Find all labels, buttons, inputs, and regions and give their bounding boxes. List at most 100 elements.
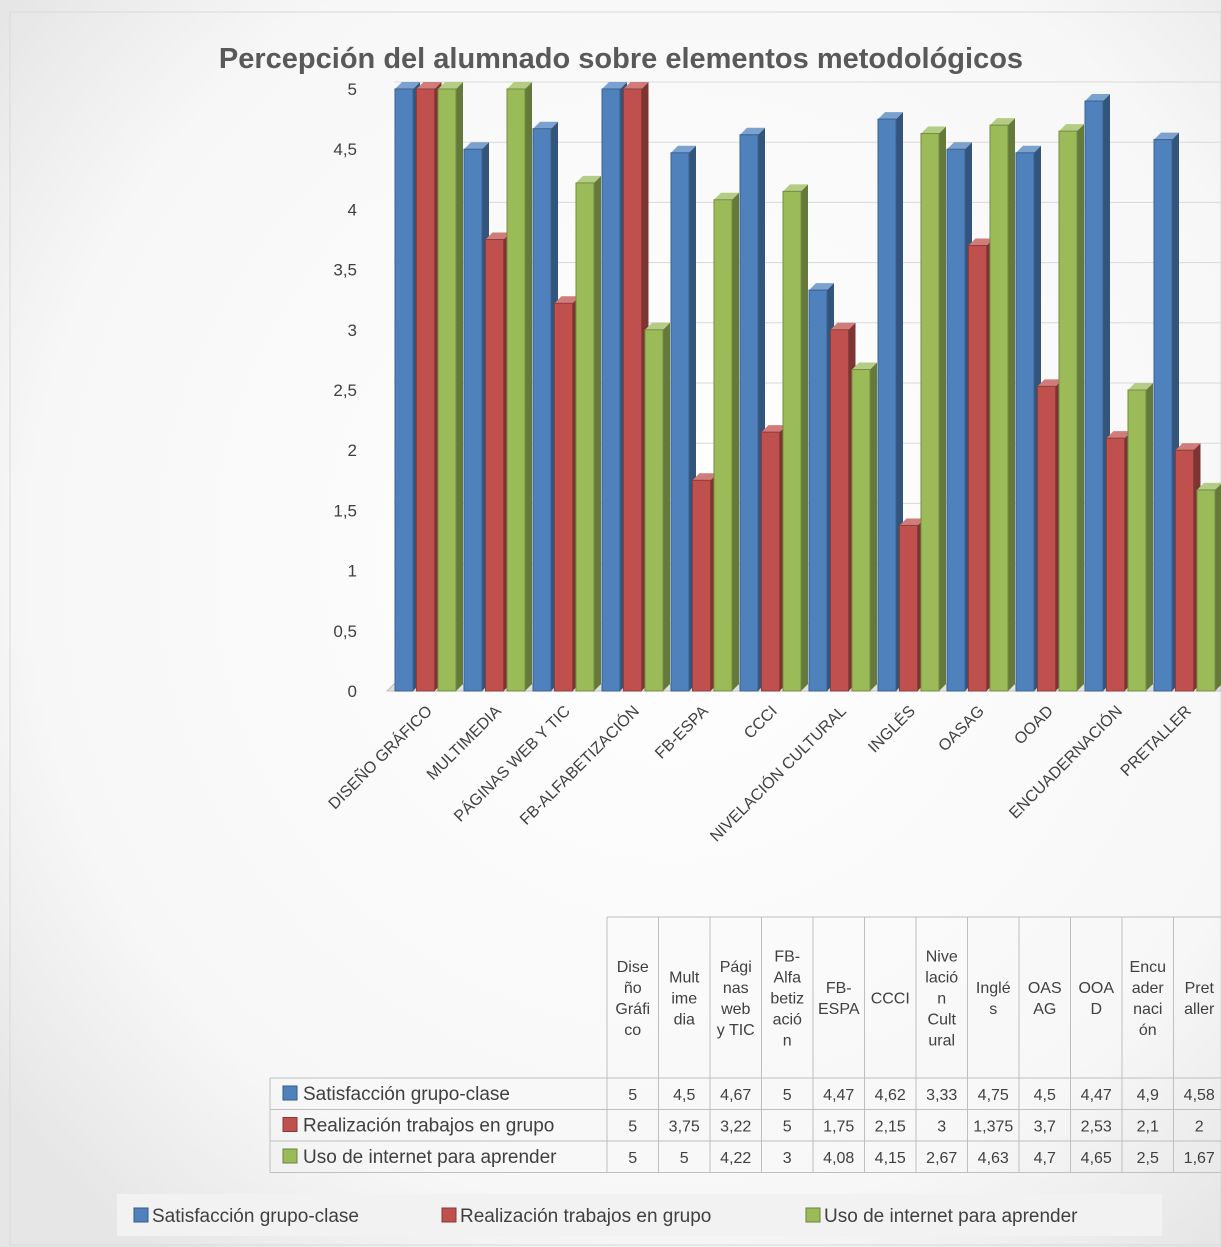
bar-top <box>1197 482 1221 490</box>
bar-front <box>1153 139 1173 692</box>
bar-front <box>713 199 733 692</box>
table-cell: 4,47 <box>1081 1087 1112 1104</box>
legend-box <box>117 1194 1162 1236</box>
bar-top <box>783 184 808 192</box>
bar-front <box>644 329 664 692</box>
bar-front <box>739 134 759 692</box>
chart-border <box>9 11 1221 1246</box>
bar-top <box>990 118 1015 126</box>
table-header-text: Encu <box>1130 959 1166 976</box>
bar-top <box>485 232 511 240</box>
table-header-text: n <box>937 991 946 1008</box>
bar-side <box>525 82 532 691</box>
bar-side <box>939 126 946 692</box>
y-tick-label: 0 <box>348 682 357 701</box>
bar <box>532 121 558 692</box>
bar-top <box>507 82 532 89</box>
bar <box>506 82 532 692</box>
bar-front <box>1175 449 1194 692</box>
table-cell: 5 <box>680 1150 689 1167</box>
bar <box>920 126 946 692</box>
bar-front <box>851 369 871 692</box>
bar-top <box>852 362 877 370</box>
table-header-text: ESPA <box>818 1001 860 1018</box>
y-tick-label: 1 <box>348 562 357 581</box>
table-row-label: Realización trabajos en grupo <box>303 1116 554 1137</box>
table-cell: 4,65 <box>1081 1150 1112 1167</box>
table-row-swatch <box>282 1117 298 1132</box>
data-table: Dise ño Gráfi co Mult ime dia Pági nas web y TIC FB… <box>269 916 1221 1173</box>
table-cell: 3 <box>783 1150 792 1167</box>
bar <box>670 145 696 692</box>
table-header-text: AG <box>1033 1001 1056 1018</box>
table-header-text: Pági <box>720 959 752 976</box>
table-header-text: ació <box>773 1012 802 1029</box>
table-header-text: FB- <box>826 980 852 997</box>
table-header-text: ural <box>928 1033 955 1050</box>
table-cell: 1,375 <box>973 1119 1013 1136</box>
table-cell: 5 <box>783 1119 792 1136</box>
y-tick-label: 4 <box>348 200 357 219</box>
table-cell: 5 <box>783 1087 792 1104</box>
bar-top <box>1175 443 1201 451</box>
table-cell: 4,08 <box>823 1150 854 1167</box>
bar-top <box>1059 124 1084 132</box>
bar-top <box>692 473 718 481</box>
legend-label: Satisfacción grupo-clase <box>152 1206 359 1227</box>
bar-top <box>576 175 601 183</box>
bar-side <box>1008 118 1015 692</box>
table-header-text: ón <box>1139 1022 1157 1039</box>
table-cell: 4,22 <box>720 1150 751 1167</box>
table-header-text: OAS <box>1028 980 1062 997</box>
table-header-text: D <box>1090 1001 1102 1018</box>
bar-front <box>416 88 435 692</box>
table-header-text: FB- <box>774 949 800 966</box>
bar-front <box>623 88 642 692</box>
bar-front <box>394 88 414 692</box>
bar-front <box>920 133 940 692</box>
bar <box>713 192 739 692</box>
table-row-label: Uso de internet para aprender <box>303 1147 557 1168</box>
y-tick-label: 3 <box>348 321 357 340</box>
bar-top <box>1016 145 1041 153</box>
bar-top <box>1037 379 1063 387</box>
legend-label: Realización trabajos en grupo <box>460 1206 711 1227</box>
bar-front <box>877 118 897 692</box>
table-cell: 2,53 <box>1081 1119 1112 1136</box>
bar <box>1058 124 1084 692</box>
table-cell: 2,5 <box>1137 1150 1159 1167</box>
bar <box>1127 383 1153 692</box>
table-cell: 5 <box>628 1119 637 1136</box>
bar-front <box>575 182 595 692</box>
y-tick-label: 2 <box>348 441 357 460</box>
bar-front <box>761 431 780 692</box>
table-cell: 4,62 <box>875 1087 906 1104</box>
table-header-text: CCCI <box>871 991 910 1008</box>
table-header-text: Gráfi <box>615 1001 650 1018</box>
table-header-text: aller <box>1184 1001 1215 1018</box>
bar-side <box>456 82 463 691</box>
bar-front <box>830 329 849 692</box>
table-header-text: Mult <box>669 970 700 987</box>
bar-top <box>740 127 765 135</box>
table-header-text: s <box>989 1001 997 1018</box>
table-cell: 4,58 <box>1184 1087 1215 1104</box>
bar-top <box>533 121 558 129</box>
y-tick-label: 4,5 <box>333 140 357 159</box>
table-header-text: OOA <box>1078 980 1114 997</box>
legend-swatch <box>133 1207 149 1223</box>
table-header-text: y TIC <box>717 1022 755 1039</box>
table-header-text: Cult <box>928 1012 957 1029</box>
table-cell: 1,67 <box>1184 1150 1215 1167</box>
bar-top <box>1128 383 1153 390</box>
y-tick-label: 0,5 <box>333 622 357 641</box>
bar-front <box>1196 489 1216 692</box>
y-tick-label: 2,5 <box>333 381 357 400</box>
bar-top <box>554 296 580 304</box>
legend-swatch <box>805 1207 821 1223</box>
bar-side <box>870 362 877 691</box>
bar-top <box>968 238 994 246</box>
y-tick-label: 1,5 <box>333 501 357 520</box>
bar-top <box>1085 94 1110 102</box>
